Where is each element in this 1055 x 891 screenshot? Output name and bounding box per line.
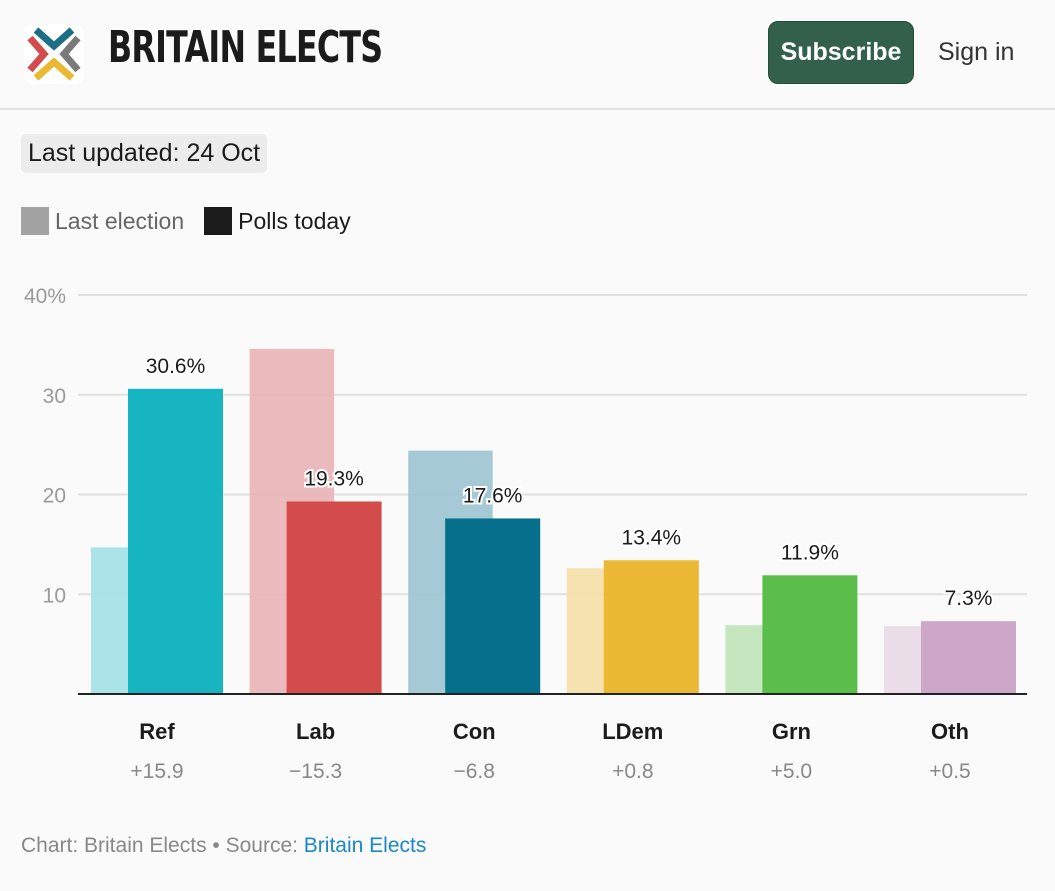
legend-label-polls-today: Polls today [238, 207, 351, 234]
chart-legend: Last election Polls today [21, 207, 351, 235]
sign-in-link[interactable]: Sign in [938, 38, 1015, 66]
change-label: +0.8 [612, 760, 653, 783]
data-label: 17.6% [463, 484, 523, 507]
data-label: 19.3% [304, 467, 364, 490]
bar-polls-today-con [445, 518, 541, 694]
data-label: 11.9% [781, 541, 839, 564]
x-tick-label: Lab [296, 719, 335, 744]
y-tick-label: 40% [24, 285, 66, 308]
bar-last-election-oth [884, 626, 969, 694]
logo-mark-icon [27, 27, 81, 81]
y-tick-label: 20 [43, 485, 66, 508]
bar-last-election-ldem [566, 568, 652, 694]
bar-last-election-con [408, 450, 493, 694]
brand-name[interactable]: BRITAIN ELECTS [108, 22, 383, 73]
x-tick-label: Grn [772, 719, 811, 744]
bar-last-election-lab [249, 348, 335, 694]
legend-swatch-last-election [21, 207, 49, 235]
site-header: BRITAIN ELECTS Subscribe Sign in [0, 0, 1055, 110]
bar-polls-today-ldem [603, 560, 699, 694]
change-label: −15.3 [289, 760, 342, 783]
x-tick-label: Con [453, 719, 496, 744]
data-label: 7.3% [945, 587, 993, 610]
x-tick-label: Ref [139, 719, 175, 744]
source-link[interactable]: Britain Elects [303, 834, 427, 857]
last-updated-badge: Last updated: 24 Oct [21, 134, 268, 173]
bar-last-election-ref [91, 547, 176, 694]
change-label: +0.5 [929, 760, 970, 783]
x-tick-label: Oth [931, 719, 969, 744]
bar-polls-today-ref [128, 388, 223, 694]
bar-polls-today-grn [762, 575, 858, 694]
x-tick-label: LDem [602, 719, 663, 744]
bar-last-election-grn [725, 625, 810, 694]
y-tick-label: 10 [43, 584, 66, 607]
legend-label-last-election: Last election [55, 207, 185, 234]
change-label: +5.0 [771, 760, 812, 783]
y-tick-label: 30 [43, 385, 66, 408]
britain-elects-logo[interactable] [24, 24, 84, 84]
change-label: −6.8 [453, 760, 494, 783]
legend-swatch-polls-today [204, 207, 233, 235]
chart-footer: Chart: Britain Elects • Source: Britain … [21, 834, 426, 858]
change-label: +15.9 [130, 760, 183, 783]
bar-polls-today-lab [286, 501, 382, 694]
subscribe-button[interactable]: Subscribe [768, 21, 914, 84]
bar-polls-today-oth [921, 621, 1016, 694]
footer-credit: Chart: Britain Elects • Source: [21, 834, 304, 857]
data-label: 30.6% [146, 355, 206, 378]
data-label: 13.4% [622, 526, 682, 549]
